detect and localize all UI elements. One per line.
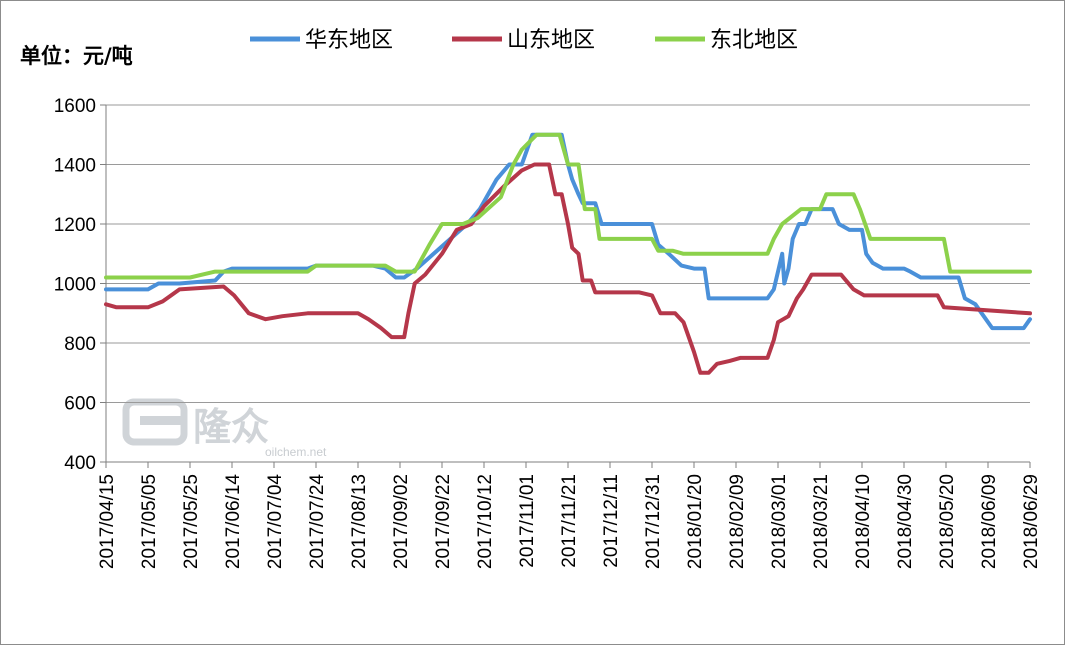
x-tick-label: 2018/04/30 bbox=[895, 474, 916, 569]
x-tick-label: 2017/11/21 bbox=[559, 474, 580, 568]
x-tick-label: 2017/05/05 bbox=[139, 474, 160, 569]
x-tick-label: 2017/09/22 bbox=[433, 474, 454, 569]
x-tick-label: 2018/05/20 bbox=[937, 474, 958, 569]
y-tick-label: 1200 bbox=[54, 215, 96, 236]
series-line-1 bbox=[104, 162, 1032, 375]
x-tick-label: 2017/10/12 bbox=[475, 474, 496, 569]
watermark-logo-icon bbox=[122, 398, 188, 446]
x-axis-ticks: 2017/04/15 2017/05/05 2017/05/25 2017/06/14… bbox=[97, 462, 1042, 569]
x-tick-label: 2018/03/01 bbox=[769, 474, 790, 569]
y-tick-label: 600 bbox=[64, 394, 96, 415]
y-tick-label: 800 bbox=[64, 334, 96, 355]
watermark: 隆众 oilchem.net bbox=[122, 398, 327, 459]
legend-label: 山东地区 bbox=[507, 28, 595, 53]
x-tick-label: 2018/06/29 bbox=[1021, 474, 1042, 569]
y-tick-label: 1600 bbox=[54, 96, 96, 117]
x-tick-label: 2017/06/14 bbox=[223, 474, 244, 570]
x-tick-label: 2017/07/24 bbox=[307, 474, 328, 570]
x-tick-label: 2018/06/09 bbox=[979, 474, 1000, 569]
x-tick-label: 2018/03/21 bbox=[811, 474, 832, 569]
series-line-2 bbox=[104, 132, 1032, 280]
series-lines bbox=[104, 132, 1032, 375]
x-tick-label: 2017/05/25 bbox=[181, 474, 202, 569]
y-axis-ticks: 1600 1400 1200 1000 800 600 400 bbox=[54, 96, 106, 474]
x-tick-label: 2017/12/31 bbox=[643, 474, 664, 569]
legend-label: 东北地区 bbox=[710, 28, 798, 53]
y-tick-label: 1400 bbox=[54, 156, 96, 177]
x-tick-label: 2018/04/10 bbox=[853, 474, 874, 569]
unit-label: 单位：元/吨 bbox=[20, 44, 133, 68]
x-tick-label: 2017/09/02 bbox=[391, 474, 412, 569]
x-tick-label: 2017/08/13 bbox=[349, 474, 370, 569]
y-tick-label: 1000 bbox=[54, 275, 96, 296]
x-tick-label: 2017/11/01 bbox=[517, 474, 538, 568]
legend: 华东地区 山东地区 东北地区 bbox=[250, 28, 798, 53]
x-tick-label: 2017/12/11 bbox=[601, 474, 622, 568]
y-tick-label: 400 bbox=[64, 453, 96, 474]
x-tick-label: 2017/04/15 bbox=[97, 474, 118, 569]
x-tick-label: 2018/02/09 bbox=[727, 474, 748, 569]
watermark-text: 隆众 bbox=[193, 405, 269, 449]
x-tick-label: 2018/01/20 bbox=[685, 474, 706, 569]
legend-label: 华东地区 bbox=[305, 28, 393, 53]
x-tick-label: 2017/07/04 bbox=[265, 474, 286, 570]
watermark-subtext: oilchem.net bbox=[265, 445, 327, 459]
gridlines bbox=[106, 104, 1030, 403]
